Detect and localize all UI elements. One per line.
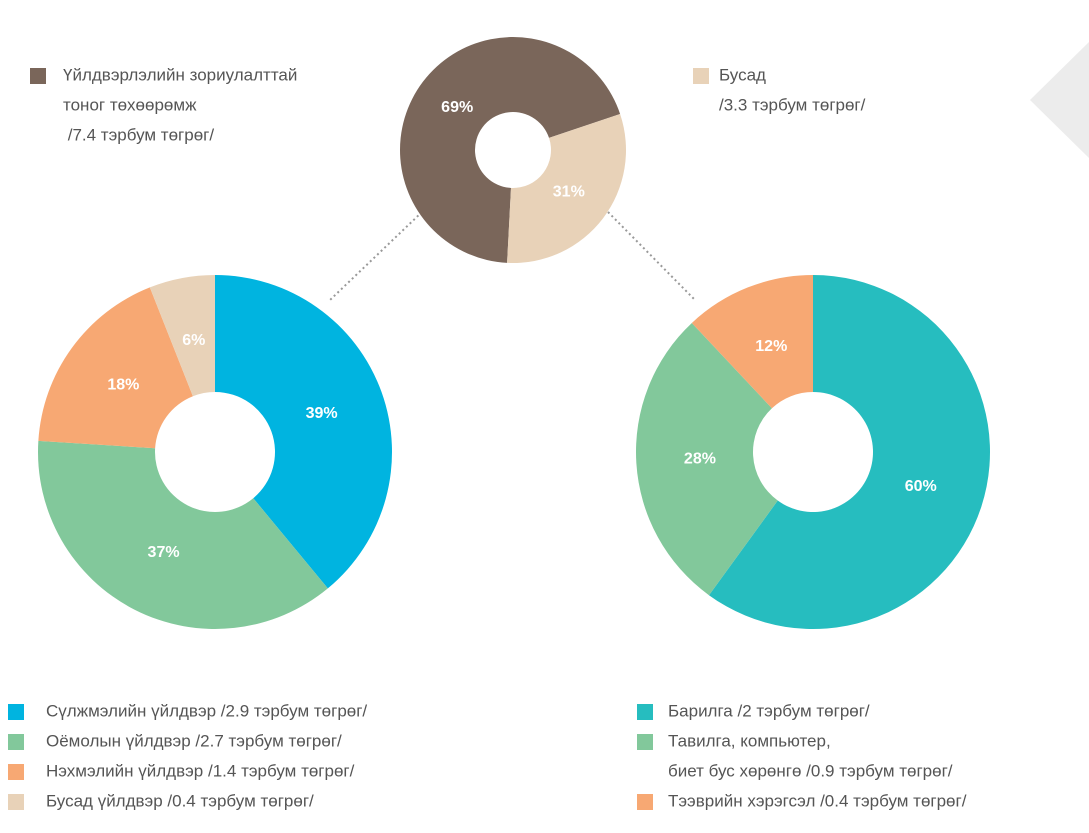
legend-label: /7.4 тэрбум төгрөг/ [63, 125, 214, 144]
legend-swatch [693, 68, 709, 84]
legend-label: Бусад үйлдвэр /0.4 тэрбум төгрөг/ [46, 791, 314, 810]
connector [329, 211, 423, 301]
legend-label: Тээврийн хэрэгсэл /0.4 тэрбум төгрөг/ [668, 791, 967, 810]
value-label: 39% [306, 405, 338, 422]
legend-label: /3.3 тэрбум төгрөг/ [719, 95, 866, 114]
legend-swatch [637, 734, 653, 750]
value-label: 31% [553, 184, 585, 201]
value-label: 18% [107, 377, 139, 394]
legend-swatch [8, 704, 24, 720]
legend-swatch [8, 764, 24, 780]
slice [507, 113, 626, 263]
legend-label: Оёмолын үйлдвэр /2.7 тэрбум төгрөг/ [46, 731, 342, 750]
value-label: 12% [755, 338, 787, 355]
slice [708, 275, 991, 630]
legend-swatch [30, 68, 46, 84]
slice [636, 322, 778, 596]
value-label: 6% [182, 332, 205, 349]
legend-label: Нэхмэлийн үйлдвэр /1.4 тэрбум төгрөг/ [46, 761, 355, 780]
legend-label: Бусад [719, 65, 766, 84]
value-label: 69% [441, 99, 473, 116]
connector [607, 211, 696, 301]
slice [149, 275, 215, 397]
legend-label: Тавилга, компьютер, [668, 731, 831, 750]
decoration [1030, 42, 1089, 158]
legend-swatch [8, 794, 24, 810]
legend-swatch [637, 794, 653, 810]
legend-swatch [637, 704, 653, 720]
slice [37, 440, 328, 629]
slice [38, 287, 193, 449]
slice [400, 36, 621, 263]
legend-label: тоног төхөөрөмж [63, 95, 197, 114]
value-label: 28% [684, 450, 716, 467]
legend-label: биет бус хөрөнгө /0.9 тэрбум төгрөг/ [668, 761, 953, 780]
legend-label: Барилга /2 тэрбум төгрөг/ [668, 701, 870, 720]
legend-swatch [8, 734, 24, 750]
slice [691, 275, 813, 409]
value-label: 37% [148, 544, 180, 561]
slice [215, 275, 392, 589]
value-label: 60% [905, 478, 937, 495]
legend-label: Сүлжмэлийн үйлдвэр /2.9 тэрбум төгрөг/ [46, 701, 367, 720]
legend-label: Үйлдвэрлэлийн зориулалттай [63, 65, 297, 84]
